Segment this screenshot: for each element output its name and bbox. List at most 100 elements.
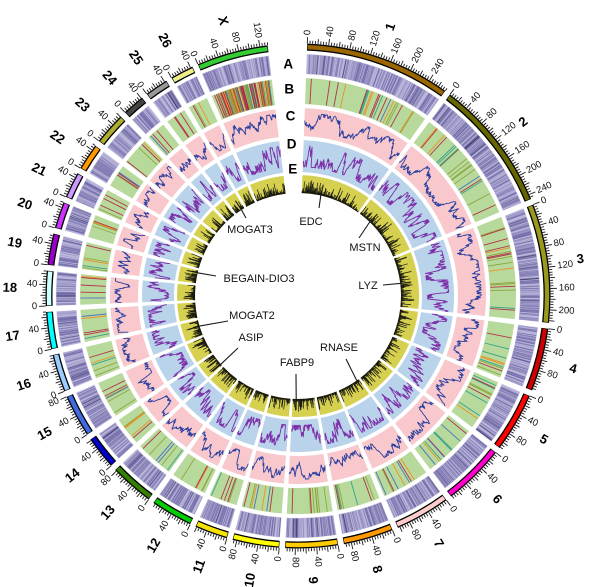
svg-text:0: 0 — [447, 504, 459, 515]
svg-text:10: 10 — [241, 572, 258, 587]
chromosome-band — [447, 95, 530, 201]
svg-text:200: 200 — [410, 46, 427, 65]
track-D-segment — [208, 397, 246, 438]
gene-label: BEGAIN-DIO3 — [224, 273, 295, 285]
track-C-segment — [303, 108, 408, 167]
track-E-segment — [225, 192, 245, 214]
track-C-series — [121, 337, 136, 363]
track-D-series — [349, 406, 385, 433]
track-D-series — [182, 188, 204, 213]
track-label-B: B — [284, 82, 294, 97]
track-C-series — [209, 133, 227, 152]
svg-text:40: 40 — [525, 415, 540, 430]
track-B-segment — [79, 274, 107, 305]
track-D-series — [291, 424, 321, 444]
svg-text:0: 0 — [179, 530, 191, 539]
gene-pointer-line — [358, 221, 371, 239]
gene-locus-spike — [212, 363, 222, 372]
svg-text:0: 0 — [334, 553, 346, 560]
svg-text:80: 80 — [47, 395, 61, 409]
track-D-series — [148, 262, 171, 280]
track-A-segment — [62, 347, 93, 388]
track-B-segment — [110, 166, 144, 199]
track-C-segment — [115, 333, 150, 368]
gene-annotations: EDC MSTN LYZ RNASE FABP9 ASIP MOGAT2 BEGAIN-DIO… — [186, 184, 412, 411]
svg-text:160: 160 — [389, 37, 405, 56]
svg-text:0: 0 — [134, 80, 146, 91]
track-C-segment — [327, 444, 369, 481]
track-D-series — [408, 347, 429, 387]
svg-text:0: 0 — [32, 301, 38, 312]
chromosome-band — [307, 44, 444, 96]
svg-text:40: 40 — [56, 164, 71, 179]
track-B-segment — [118, 405, 156, 443]
gene-label: RNASE — [320, 342, 358, 354]
svg-text:0: 0 — [302, 30, 313, 36]
svg-text:25: 25 — [126, 47, 147, 67]
track-C-series — [193, 142, 208, 161]
svg-text:80: 80 — [227, 548, 240, 561]
track-B-marks — [80, 78, 516, 514]
gene-pointer-line — [220, 347, 239, 365]
gene-locus-spike — [234, 200, 242, 211]
svg-text:40: 40 — [324, 26, 336, 38]
svg-text:40: 40 — [157, 519, 172, 534]
svg-text:120: 120 — [499, 120, 518, 138]
svg-text:40: 40 — [115, 489, 130, 504]
chromosome-band — [172, 68, 195, 83]
chromosome-band — [527, 328, 548, 390]
gene-label: ASIP — [238, 332, 263, 344]
track-C-segment — [203, 125, 232, 158]
track-D-series — [168, 207, 193, 224]
gene-pointer-line — [197, 272, 217, 277]
gene-label: MOGAT3 — [227, 224, 273, 236]
svg-text:18: 18 — [2, 280, 17, 295]
track-D-segment — [163, 203, 199, 234]
track-C-series — [363, 435, 402, 459]
chromosome-band — [100, 117, 125, 144]
svg-text:40: 40 — [547, 214, 560, 228]
svg-text:120: 120 — [368, 29, 383, 47]
svg-text:14: 14 — [62, 464, 83, 485]
track-C-series — [166, 418, 197, 438]
svg-text:40: 40 — [31, 234, 44, 247]
svg-text:0: 0 — [160, 63, 172, 73]
track-C-segment — [125, 204, 159, 234]
track-C-series — [329, 450, 364, 467]
track-D-segment — [373, 372, 421, 420]
chromosome-band — [81, 146, 100, 171]
track-label-C: C — [286, 109, 296, 124]
track-E-segment — [249, 175, 286, 202]
svg-text:0: 0 — [451, 80, 463, 91]
chromosome-band — [53, 354, 70, 391]
svg-text:120: 120 — [557, 259, 574, 272]
track-C-series — [147, 395, 172, 417]
track-D-series — [213, 172, 228, 192]
track-D-series — [324, 418, 354, 445]
svg-text:22: 22 — [47, 127, 67, 147]
svg-text:40: 40 — [73, 134, 88, 149]
track-A-segment — [75, 178, 105, 209]
svg-text:40: 40 — [42, 196, 56, 210]
chromosome-band — [91, 436, 115, 465]
track-B-segment — [140, 428, 185, 472]
svg-text:40: 40 — [79, 450, 94, 465]
chromosome-band — [343, 525, 392, 543]
track-D-segment — [302, 140, 389, 196]
svg-text:4: 4 — [568, 360, 580, 377]
track-E-segment — [338, 379, 370, 408]
track-C-segment — [223, 109, 279, 150]
svg-text:16: 16 — [15, 375, 33, 394]
chromosome-band — [285, 539, 338, 548]
chromosome-band — [495, 394, 529, 447]
chromosome-band — [196, 521, 228, 537]
svg-text:80: 80 — [290, 557, 301, 568]
track-A-segment — [132, 105, 161, 135]
track-B-segment — [126, 140, 164, 179]
gene-locus-spike — [400, 281, 412, 284]
track-D-segment — [141, 280, 175, 303]
track-C-segment — [110, 306, 142, 336]
track-C-series — [133, 212, 150, 229]
track-A-segment — [338, 501, 389, 534]
